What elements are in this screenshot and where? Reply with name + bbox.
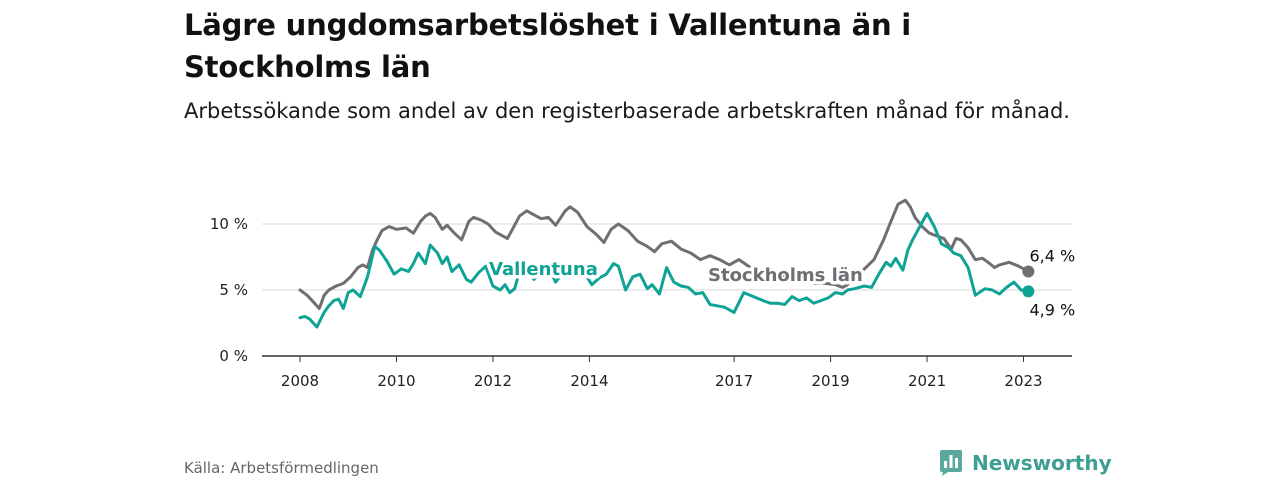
x-axis-ticks: 2008 2010 2012 2014 2017 2019 2021 2023 (281, 356, 1043, 390)
series-line-stockholm (298, 198, 1030, 310)
x-tick-label: 2017 (715, 372, 753, 390)
chart-subtitle: Arbetssökande som andel av den registerb… (184, 99, 1070, 123)
x-tick-label: 2021 (908, 372, 946, 390)
series-line-vallentuna (298, 211, 1030, 329)
y-axis-ticks: 0 % 5 % 10 % (210, 215, 248, 365)
y-tick-label: 0 % (219, 347, 248, 365)
y-tick-label: 5 % (219, 281, 248, 299)
x-tick-label: 2014 (570, 372, 608, 390)
x-tick-label: 2010 (377, 372, 415, 390)
source-note: Källa: Arbetsförmedlingen (184, 459, 379, 477)
series-lines (298, 198, 1035, 329)
newsworthy-bars-icon (940, 450, 962, 476)
y-tick-label: 10 % (210, 215, 248, 233)
grid-lines (262, 223, 1072, 357)
series-labels: 6,4 % 4,9 % Stockholms län Vallentuna (486, 247, 1076, 320)
end-label-vallentuna: 4,9 % (1029, 300, 1075, 319)
chart-title: Lägre ungdomsarbetslöshet i Vallentuna ä… (184, 8, 912, 84)
series-label-stockholm: Stockholms län (708, 265, 863, 286)
series-label-vallentuna: Vallentuna (489, 259, 598, 280)
end-point-stockholm (1022, 265, 1035, 278)
newsworthy-logo: Newsworthy (938, 449, 1112, 477)
line-chart: 0 %5 %10 % 2008 2010 2012 2014 2017 2019 2021 2… (210, 198, 1076, 390)
brand-name: Newsworthy (972, 451, 1112, 475)
x-tick-label: 2023 (1004, 372, 1042, 390)
end-label-stockholm: 6,4 % (1029, 247, 1075, 266)
x-tick-label: 2008 (281, 372, 319, 390)
end-point-vallentuna (1022, 285, 1035, 298)
x-tick-label: 2012 (474, 372, 512, 390)
x-tick-label: 2019 (811, 372, 849, 390)
